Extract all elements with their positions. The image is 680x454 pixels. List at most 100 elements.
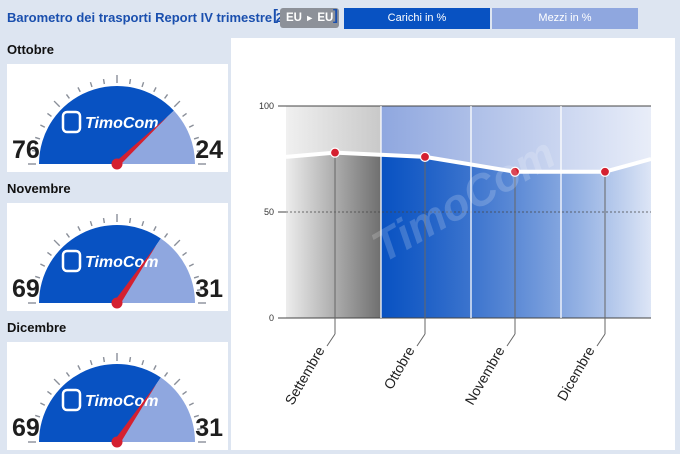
gauge-loads-value: 69	[12, 414, 40, 442]
gauge-vehicles-sector	[117, 238, 195, 303]
loads-line	[285, 150, 652, 174]
gauge-month-novembre: Novembre	[7, 176, 228, 201]
label-leader	[596, 333, 606, 347]
label-leader	[506, 333, 516, 347]
route-bracket-close: ]	[333, 7, 338, 24]
x-category-label: Dicembre	[554, 343, 598, 403]
gauge-loads-sector	[39, 225, 161, 303]
gauge-tick	[31, 149, 38, 153]
gauge-tick	[128, 78, 132, 85]
gauge-tick	[31, 427, 38, 431]
gauge-tick	[47, 390, 52, 395]
gauge-tick	[102, 78, 106, 85]
gauge-needle	[113, 116, 169, 164]
timocom-logo-text: TimoCom	[85, 254, 158, 271]
gauge-tick	[65, 94, 70, 99]
gauge-loads-sector	[39, 85, 174, 164]
gauge-tick	[173, 378, 181, 386]
data-point	[599, 166, 611, 177]
gauge-tick	[196, 427, 203, 431]
x-category-label: Settembre	[281, 343, 327, 407]
gauge-tick	[40, 402, 46, 406]
route-from: EU	[286, 12, 302, 24]
timocom-logo-icon	[61, 249, 82, 273]
gauge-tick	[193, 275, 200, 279]
gauge-tick	[31, 288, 38, 292]
x-category-label: Novembre	[461, 343, 507, 407]
gauge-tick	[188, 402, 194, 406]
gauge-tick	[196, 149, 203, 153]
gauge-tick	[102, 217, 106, 224]
loads-area	[381, 154, 651, 318]
y-tick-label: 0	[269, 313, 274, 323]
gauge-needle-hub	[111, 297, 123, 309]
gauge-tick	[53, 239, 61, 247]
gauge-tick	[89, 81, 93, 88]
route-bracket-open: [	[273, 7, 278, 24]
gauge-tick	[77, 226, 81, 232]
gauge-tick	[173, 239, 181, 247]
gauge-needle-hub	[111, 158, 123, 170]
gauge-tick	[188, 263, 194, 267]
gauge-tick	[40, 263, 46, 267]
page-title: Barometro dei trasporti Report IV trimes…	[7, 10, 305, 25]
gauge-tick	[193, 136, 200, 140]
gauge-tick	[34, 414, 41, 418]
gauge-tick	[153, 226, 157, 232]
timocom-logo-text: TimoCom	[85, 115, 158, 132]
data-point	[509, 166, 521, 177]
route-arrow-icon: ►	[305, 13, 315, 23]
gauge-card-ottobre: TimoCom 76 24	[7, 64, 228, 172]
gauge-tick	[164, 94, 169, 99]
gauge-tick	[141, 359, 145, 366]
gauge-tick	[182, 112, 187, 117]
gauge-tick	[153, 365, 157, 371]
gauge-dial-novembre: TimoCom	[28, 214, 206, 309]
gauge-tick	[53, 378, 61, 386]
gauge-tick	[34, 275, 41, 279]
timocom-logo-text: TimoCom	[85, 393, 158, 410]
gauge-tick	[128, 356, 132, 363]
route-to: EU	[317, 12, 334, 24]
gauge-tick	[173, 100, 181, 108]
gauge-tick	[164, 372, 169, 377]
timocom-logo-icon	[61, 388, 82, 412]
gauge-tick	[196, 288, 203, 292]
gauge-vehicles-value: 24	[195, 136, 223, 164]
gauge-dial-dicembre: TimoCom	[28, 353, 206, 448]
gauge-tick	[153, 87, 157, 93]
gauge-tick	[53, 100, 61, 108]
x-category-label: Ottobre	[380, 343, 417, 392]
gauge-tick	[193, 414, 200, 418]
gauge-tick	[47, 251, 52, 256]
y-tick-label: 50	[264, 207, 274, 217]
legend-loads: Carichi in %	[344, 8, 490, 29]
gauge-needle-hub	[111, 436, 123, 448]
gauge-tick	[188, 124, 194, 128]
gauge-vehicles-value: 31	[195, 275, 223, 303]
chart-panel: 0 50 100 Settembre Ottobre Novembre Dicembre Ti…	[231, 38, 675, 450]
y-tick-label: 100	[259, 101, 274, 111]
band-past-loads	[286, 152, 381, 318]
gauge-month-dicembre: Dicembre	[7, 315, 228, 340]
gauge-vehicles-sector	[117, 377, 195, 442]
gauge-loads-value: 76	[12, 136, 40, 164]
gauge-loads-sector	[39, 364, 161, 442]
label-leader	[326, 333, 336, 347]
data-point	[329, 147, 341, 158]
gauge-needle	[113, 245, 157, 303]
gauge-tick	[141, 220, 145, 227]
gauge-tick	[77, 87, 81, 93]
label-leader	[416, 333, 426, 347]
gauge-tick	[34, 136, 41, 140]
gauge-tick	[89, 220, 93, 227]
data-point	[419, 151, 431, 162]
gauge-card-novembre: TimoCom 69 31	[7, 203, 228, 311]
gauge-dial-ottobre: TimoCom	[28, 75, 206, 170]
gauge-tick	[77, 365, 81, 371]
gauge-tick	[128, 217, 132, 224]
gauge-tick	[182, 251, 187, 256]
legend-vehicles: Mezzi in %	[492, 8, 638, 29]
